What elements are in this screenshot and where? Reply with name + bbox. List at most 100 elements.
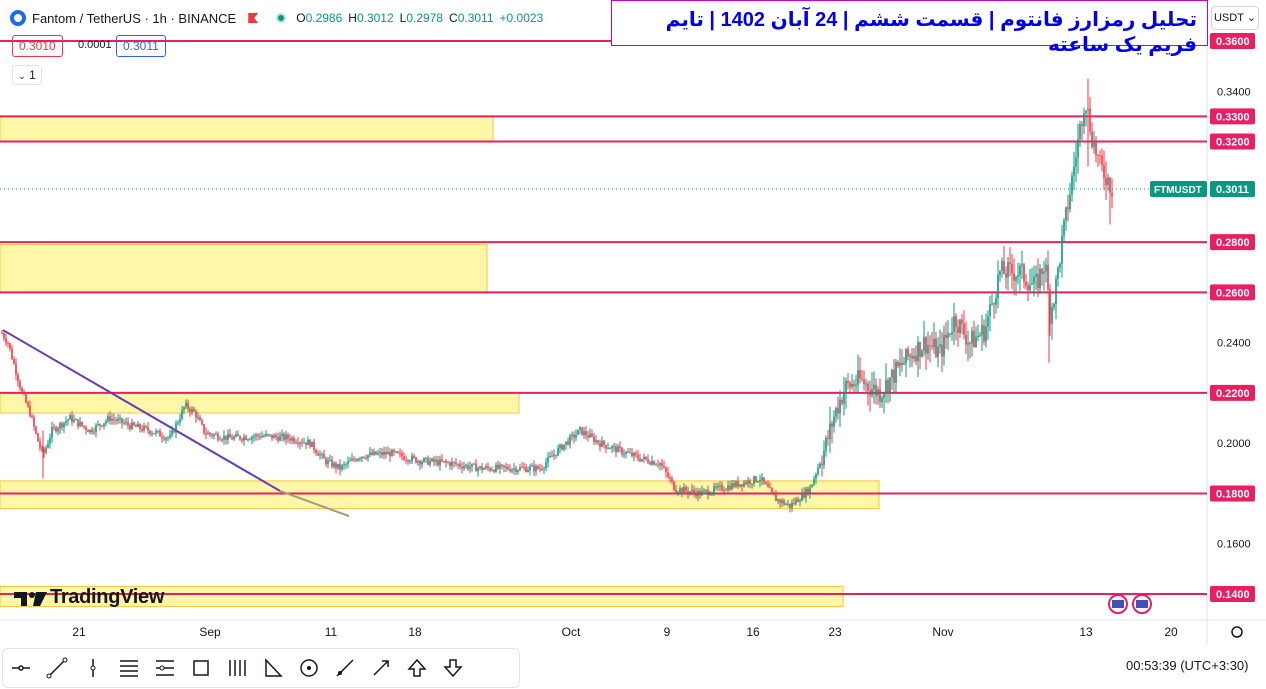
candle-body: [441, 459, 443, 462]
level-price-badge: [1210, 485, 1255, 502]
candle-body: [743, 482, 745, 487]
candle-body: [41, 447, 43, 450]
candle-body: [21, 388, 23, 392]
analysis-title: تحلیل رمزارز فانتوم | قسمت ششم | 24 آبان…: [611, 0, 1208, 56]
candle-body: [877, 389, 879, 396]
candle-body: [867, 383, 869, 391]
trend-line-icon[interactable]: [45, 656, 69, 680]
candle-body: [401, 453, 403, 457]
candle-body: [1039, 268, 1041, 289]
trendline[interactable]: [2, 329, 281, 492]
sell-price-button[interactable]: 0.3010: [12, 35, 63, 57]
candle-body: [311, 441, 313, 447]
candle-body: [37, 433, 39, 442]
candle-body: [227, 434, 229, 440]
candle-body: [723, 490, 725, 492]
candle-body: [533, 465, 535, 472]
candle-body: [905, 348, 907, 364]
flag-icon[interactable]: [248, 13, 259, 23]
buy-price-button[interactable]: 0.3011: [116, 35, 166, 57]
candle-body: [255, 434, 257, 437]
candle-body: [151, 433, 153, 435]
candle-body: [291, 437, 293, 441]
lot-size-toggle[interactable]: ⌄ 1: [12, 65, 42, 85]
candle-body: [123, 422, 125, 424]
candle-body: [631, 452, 633, 457]
candle-body: [109, 416, 111, 421]
candle-body: [729, 485, 731, 490]
chevron-down-icon: ⌄: [18, 71, 26, 81]
candle-body: [457, 464, 459, 466]
candle-body: [353, 458, 355, 460]
candle-body: [313, 441, 315, 450]
candle-body: [281, 433, 283, 436]
circle-icon[interactable]: [297, 656, 321, 680]
zone-rect[interactable]: [0, 115, 494, 143]
candle-body: [781, 500, 783, 503]
candle-body: [391, 450, 393, 457]
candle-body: [1041, 268, 1043, 274]
candle-body: [69, 415, 71, 420]
level-price-label: 0.1400: [1216, 589, 1250, 601]
vertical-line-icon[interactable]: [81, 656, 105, 680]
candle-body: [603, 440, 605, 445]
candle-body: [645, 456, 647, 460]
zone-rect[interactable]: [0, 244, 488, 293]
arrow-down-icon[interactable]: [441, 656, 465, 680]
candle-body: [831, 423, 833, 427]
fib-retracement-icon[interactable]: [117, 656, 141, 680]
level-price-label: 0.2600: [1216, 287, 1250, 299]
candle-body: [977, 335, 979, 337]
triangle-pattern-icon[interactable]: [261, 656, 285, 680]
pitchfork-icon[interactable]: [153, 656, 177, 680]
candle-body: [199, 417, 201, 421]
candle-body: [31, 416, 33, 418]
arrow-icon[interactable]: [369, 656, 393, 680]
session-clock[interactable]: 00:53:39 (UTC+3:30): [1126, 658, 1249, 673]
candle-body: [967, 342, 969, 345]
crosshair-icon[interactable]: [9, 656, 33, 680]
candle-body: [437, 460, 439, 466]
arrow-up-icon[interactable]: [405, 656, 429, 680]
candle-body: [1017, 275, 1019, 278]
candle-body: [363, 456, 365, 458]
gann-fan-icon[interactable]: [225, 656, 249, 680]
candle-body: [531, 465, 533, 467]
candle-body: [465, 465, 467, 467]
zone-rect[interactable]: [0, 392, 520, 414]
candle-body: [725, 489, 727, 491]
candle-body: [165, 437, 167, 440]
candle-body: [451, 462, 453, 467]
candle-body: [677, 491, 679, 493]
level-price-badge: [1210, 133, 1255, 150]
candle-body: [27, 402, 29, 406]
candle-body: [997, 275, 999, 299]
candle-body: [329, 459, 331, 461]
market-status-icon[interactable]: [276, 13, 287, 23]
candle-body: [703, 490, 705, 492]
candle-body: [657, 464, 659, 466]
zone-rect[interactable]: [0, 585, 844, 608]
candle-body: [661, 463, 663, 466]
candle-body: [3, 333, 5, 339]
zone-rect[interactable]: [0, 480, 880, 510]
candle-body: [629, 452, 631, 454]
candle-body: [623, 454, 625, 456]
candle-body: [229, 434, 231, 438]
candle-body: [17, 374, 19, 382]
currency-selector[interactable]: USDT ⌄: [1211, 6, 1259, 30]
symbol-title[interactable]: Fantom / TetherUS · 1h · BINANCE: [32, 10, 237, 26]
fantom-logo-icon: [10, 10, 26, 26]
candle-body: [83, 425, 85, 427]
candle-body: [57, 428, 59, 432]
rectangle-icon[interactable]: [189, 656, 213, 680]
settings-gear-icon[interactable]: [1231, 626, 1243, 638]
candle-body: [157, 430, 159, 432]
candle-body: [63, 422, 65, 428]
candle-body: [39, 441, 41, 448]
trendline-extension[interactable]: [279, 490, 350, 518]
candle-body: [5, 338, 7, 343]
candle-body: [1021, 264, 1023, 266]
brush-icon[interactable]: [333, 656, 357, 680]
